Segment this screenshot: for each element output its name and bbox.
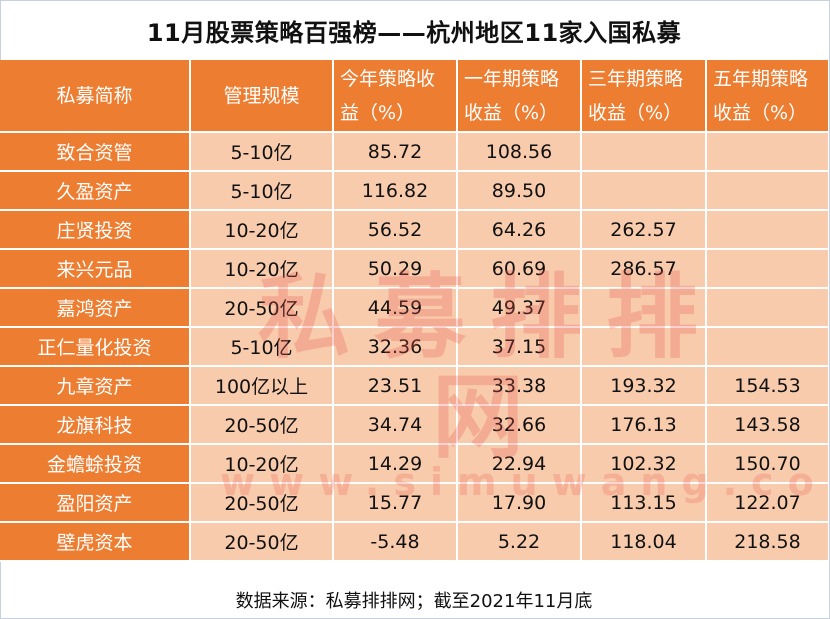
header-fund-name: 私募简称 bbox=[0, 60, 191, 133]
cell-aum: 20-50亿 bbox=[189, 404, 334, 445]
cell-fund-name: 庄贤投资 bbox=[0, 209, 191, 250]
header-1y-return: 一年期策略收益（%） bbox=[456, 60, 582, 133]
table-row: 龙旗科技 20-50亿 34.74 32.66 176.13 143.58 bbox=[0, 404, 828, 445]
header-5y-return: 五年期策略收益（%） bbox=[705, 60, 828, 133]
cell-fund-name: 壁虎资本 bbox=[0, 521, 191, 562]
cell-3y-return: 118.04 bbox=[580, 521, 707, 562]
cell-fund-name: 正仁量化投资 bbox=[0, 326, 191, 367]
cell-5y-return bbox=[705, 248, 828, 289]
cell-1y-return: 32.66 bbox=[456, 404, 582, 445]
cell-3y-return: 193.32 bbox=[580, 365, 707, 406]
cell-aum: 10-20亿 bbox=[189, 443, 334, 484]
cell-ytd-return: 32.36 bbox=[332, 326, 458, 367]
cell-5y-return: 143.58 bbox=[705, 404, 828, 445]
cell-ytd-return: 34.74 bbox=[332, 404, 458, 445]
cell-ytd-return: 14.29 bbox=[332, 443, 458, 484]
cell-3y-return: 262.57 bbox=[580, 209, 707, 250]
cell-1y-return: 108.56 bbox=[456, 131, 582, 172]
cell-5y-return bbox=[705, 209, 828, 250]
cell-1y-return: 33.38 bbox=[456, 365, 582, 406]
cell-1y-return: 22.94 bbox=[456, 443, 582, 484]
cell-5y-return bbox=[705, 287, 828, 328]
cell-3y-return bbox=[580, 326, 707, 367]
cell-1y-return: 64.26 bbox=[456, 209, 582, 250]
cell-5y-return bbox=[705, 326, 828, 367]
table-row: 嘉鸿资产 20-50亿 44.59 49.37 bbox=[0, 287, 828, 328]
header-3y-return: 三年期策略收益（%） bbox=[580, 60, 707, 133]
cell-aum: 20-50亿 bbox=[189, 287, 334, 328]
table-row: 致合资管 5-10亿 85.72 108.56 bbox=[0, 131, 828, 172]
cell-5y-return: 122.07 bbox=[705, 482, 828, 523]
cell-ytd-return: 44.59 bbox=[332, 287, 458, 328]
cell-5y-return: 218.58 bbox=[705, 521, 828, 562]
cell-fund-name: 久盈资产 bbox=[0, 170, 191, 211]
cell-1y-return: 89.50 bbox=[456, 170, 582, 211]
cell-5y-return bbox=[705, 170, 828, 211]
cell-5y-return bbox=[705, 131, 828, 172]
cell-aum: 5-10亿 bbox=[189, 170, 334, 211]
cell-ytd-return: 116.82 bbox=[332, 170, 458, 211]
cell-1y-return: 37.15 bbox=[456, 326, 582, 367]
cell-ytd-return: 23.51 bbox=[332, 365, 458, 406]
cell-5y-return: 150.70 bbox=[705, 443, 828, 484]
cell-fund-name: 致合资管 bbox=[0, 131, 191, 172]
table-row: 金蟾蜍投资 10-20亿 14.29 22.94 102.32 150.70 bbox=[0, 443, 828, 484]
cell-3y-return bbox=[580, 131, 707, 172]
header-ytd-return: 今年策略收益（%） bbox=[332, 60, 458, 133]
cell-aum: 100亿以上 bbox=[189, 365, 334, 406]
page-title: 11月股票策略百强榜——杭州地区11家入国私募 bbox=[146, 18, 682, 47]
cell-aum: 20-50亿 bbox=[189, 482, 334, 523]
cell-ytd-return: 85.72 bbox=[332, 131, 458, 172]
cell-aum: 10-20亿 bbox=[189, 248, 334, 289]
cell-aum: 5-10亿 bbox=[189, 131, 334, 172]
table-row: 九章资产 100亿以上 23.51 33.38 193.32 154.53 bbox=[0, 365, 828, 406]
cell-3y-return bbox=[580, 170, 707, 211]
cell-3y-return: 176.13 bbox=[580, 404, 707, 445]
cell-3y-return: 286.57 bbox=[580, 248, 707, 289]
cell-1y-return: 17.90 bbox=[456, 482, 582, 523]
table-row: 壁虎资本 20-50亿 -5.48 5.22 118.04 218.58 bbox=[0, 521, 828, 562]
cell-fund-name: 龙旗科技 bbox=[0, 404, 191, 445]
table-row: 盈阳资产 20-50亿 15.77 17.90 113.15 122.07 bbox=[0, 482, 828, 523]
cell-ytd-return: -5.48 bbox=[332, 521, 458, 562]
cell-ytd-return: 50.29 bbox=[332, 248, 458, 289]
cell-fund-name: 来兴元品 bbox=[0, 248, 191, 289]
cell-fund-name: 金蟾蜍投资 bbox=[0, 443, 191, 484]
cell-5y-return: 154.53 bbox=[705, 365, 828, 406]
cell-fund-name: 九章资产 bbox=[0, 365, 191, 406]
header-aum: 管理规模 bbox=[189, 60, 334, 133]
table-row: 正仁量化投资 5-10亿 32.36 37.15 bbox=[0, 326, 828, 367]
cell-fund-name: 盈阳资产 bbox=[0, 482, 191, 523]
cell-3y-return: 102.32 bbox=[580, 443, 707, 484]
cell-aum: 5-10亿 bbox=[189, 326, 334, 367]
cell-1y-return: 49.37 bbox=[456, 287, 582, 328]
cell-1y-return: 60.69 bbox=[456, 248, 582, 289]
cell-1y-return: 5.22 bbox=[456, 521, 582, 562]
table-row: 庄贤投资 10-20亿 56.52 64.26 262.57 bbox=[0, 209, 828, 250]
ranking-table: 私募简称 管理规模 今年策略收益（%） 一年期策略收益（%） 三年期策略收益（%… bbox=[0, 60, 828, 562]
table-header-row: 私募简称 管理规模 今年策略收益（%） 一年期策略收益（%） 三年期策略收益（%… bbox=[0, 60, 828, 133]
cell-ytd-return: 15.77 bbox=[332, 482, 458, 523]
cell-3y-return bbox=[580, 287, 707, 328]
cell-ytd-return: 56.52 bbox=[332, 209, 458, 250]
cell-aum: 10-20亿 bbox=[189, 209, 334, 250]
cell-aum: 20-50亿 bbox=[189, 521, 334, 562]
table-row: 久盈资产 5-10亿 116.82 89.50 bbox=[0, 170, 828, 211]
source-note: 数据来源：私募排排网；截至2021年11月底 bbox=[235, 591, 593, 612]
cell-3y-return: 113.15 bbox=[580, 482, 707, 523]
table-row: 来兴元品 10-20亿 50.29 60.69 286.57 bbox=[0, 248, 828, 289]
cell-fund-name: 嘉鸿资产 bbox=[0, 287, 191, 328]
